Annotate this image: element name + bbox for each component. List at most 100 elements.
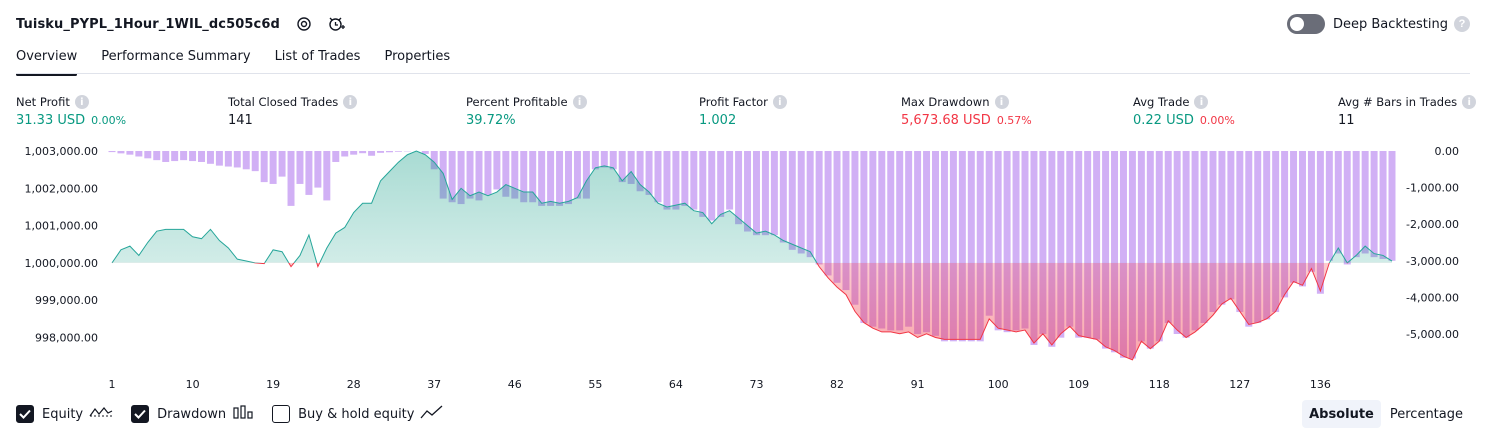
- net-profit-percent: 0.00%: [91, 114, 127, 127]
- drawdown-bar: [645, 151, 653, 195]
- drawdown-bar: [1352, 151, 1360, 258]
- drawdown-bar: [905, 151, 913, 327]
- drawdown-bar: [153, 151, 161, 161]
- x-axis-tick-label: 55: [588, 378, 602, 391]
- info-icon[interactable]: i: [74, 95, 89, 109]
- drawdown-bar: [1021, 151, 1029, 329]
- deep-backtesting-toggle[interactable]: [1286, 14, 1325, 34]
- equity-area-loss: [255, 262, 1330, 360]
- equity-line-icon: [89, 404, 113, 425]
- x-axis-tick-label: 118: [1149, 378, 1170, 391]
- avg-trade-value: 0.22 USD: [1133, 113, 1194, 128]
- equity-checkbox[interactable]: [16, 405, 34, 423]
- x-axis-tick-label: 82: [830, 378, 844, 391]
- strategy-header: Tuisku_PYPL_1Hour_1WIL_dc505c6d: [16, 10, 346, 38]
- settings-icon[interactable]: [294, 14, 314, 34]
- drawdown-bar: [260, 151, 268, 183]
- drawdown-bar: [770, 151, 778, 236]
- drawdown-bar: [565, 151, 572, 205]
- avg-trade-percent: 0.00%: [1199, 114, 1235, 127]
- drawdown-bar: [967, 151, 975, 342]
- percentage-button[interactable]: Percentage: [1389, 406, 1463, 422]
- x-axis-tick-label: 100: [988, 378, 1009, 391]
- info-icon[interactable]: i: [343, 95, 358, 109]
- add-alert-icon[interactable]: [326, 14, 346, 34]
- drawdown-bar: [1164, 151, 1172, 324]
- deep-backtesting: Deep Backtesting ?: [1286, 12, 1470, 36]
- drawdown-bar: [600, 151, 608, 168]
- drawdown-bar: [475, 151, 483, 201]
- x-axis-tick-label: 37: [427, 378, 441, 391]
- legend-label: Drawdown: [157, 406, 227, 422]
- drawdown-bar: [896, 151, 904, 331]
- info-icon[interactable]: i: [772, 95, 787, 109]
- drawdown-bar: [466, 151, 474, 199]
- drawdown-bar: [224, 151, 232, 167]
- legend-equity[interactable]: Equity: [16, 404, 113, 425]
- drawdown-bar: [1048, 151, 1056, 347]
- legend-drawdown[interactable]: Drawdown: [131, 404, 254, 425]
- left-axis-tick-label: 998,000.00: [35, 332, 98, 345]
- equity-chart[interactable]: 1,003,000.00 1,002,000.00 1,001,000.00 1,00…: [0, 140, 1486, 398]
- drawdown-bar: [556, 151, 564, 206]
- drawdown-bar: [547, 151, 555, 206]
- strategy-title: Tuisku_PYPL_1Hour_1WIL_dc505c6d: [16, 16, 280, 32]
- right-axis-tick-label: 0.00: [1435, 145, 1460, 158]
- stat-label: Net Profit: [16, 95, 70, 109]
- drawdown-bar: [1272, 151, 1280, 313]
- info-icon[interactable]: i: [1194, 95, 1209, 109]
- tab-properties[interactable]: Properties: [384, 49, 451, 64]
- drawdown-bar: [752, 151, 760, 236]
- drawdown-bar: [180, 151, 188, 161]
- drawdown-bar: [976, 151, 984, 342]
- left-axis-tick-label: 999,000.00: [35, 294, 98, 307]
- drawdown-bar: [296, 151, 304, 184]
- drawdown-bar: [851, 151, 859, 305]
- left-axis-tick-label: 1,003,000.00: [25, 145, 98, 158]
- drawdown-bar: [144, 151, 152, 159]
- info-icon[interactable]: i: [1462, 95, 1477, 109]
- drawdown-bar: [287, 151, 295, 206]
- drawdown-bar: [1388, 151, 1396, 261]
- drawdown-bar: [591, 151, 599, 170]
- legend-label: Buy & hold equity: [298, 406, 415, 422]
- drawdown-checkbox[interactable]: [131, 405, 150, 423]
- deep-backtesting-label: Deep Backtesting: [1332, 16, 1448, 32]
- tab-list-of-trades[interactable]: List of Trades: [274, 49, 361, 64]
- drawdown-bar: [368, 151, 376, 156]
- profit-factor-value: 1.002: [699, 113, 737, 128]
- drawdown-bar: [779, 151, 787, 243]
- drawdown-bar: [278, 151, 286, 177]
- drawdown-bar: [1334, 151, 1342, 254]
- legend-buy-hold[interactable]: Buy & hold equity: [272, 404, 444, 425]
- right-axis-tick-label: -1,000.00: [1406, 182, 1459, 195]
- drawdown-bar: [833, 151, 841, 283]
- stat-total-closed-trades: Total Closed Trades i 141: [228, 94, 358, 128]
- drawdown-bar: [887, 151, 895, 331]
- drawdown-bar: [162, 151, 170, 162]
- drawdown-bar: [1119, 151, 1127, 358]
- x-axis-tick-label: 73: [750, 378, 764, 391]
- drawdown-bar: [529, 151, 537, 203]
- drawdown-bar: [860, 151, 868, 324]
- tab-overview[interactable]: Overview: [16, 44, 78, 76]
- help-icon[interactable]: ?: [1454, 16, 1470, 32]
- drawdown-bar: [493, 151, 501, 190]
- drawdown-bar: [350, 151, 358, 155]
- x-axis-tick-label: 136: [1310, 378, 1331, 391]
- info-icon[interactable]: i: [572, 95, 587, 109]
- drawdown-bar: [1343, 151, 1351, 265]
- buy-hold-line-icon: [420, 404, 444, 425]
- absolute-button[interactable]: Absolute: [1302, 400, 1381, 428]
- drawdown-bar: [385, 151, 393, 153]
- drawdown-bar: [627, 151, 635, 184]
- tab-performance-summary[interactable]: Performance Summary: [101, 49, 251, 64]
- drawdown-bar: [484, 151, 492, 195]
- drawdown-bar: [1182, 151, 1190, 338]
- stat-label: Avg Trade: [1133, 95, 1190, 109]
- drawdown-bar: [1290, 151, 1298, 283]
- buy-hold-checkbox[interactable]: [272, 405, 291, 423]
- info-icon[interactable]: i: [994, 95, 1009, 109]
- drawdown-bar: [869, 151, 877, 327]
- drawdown-bar: [735, 151, 743, 225]
